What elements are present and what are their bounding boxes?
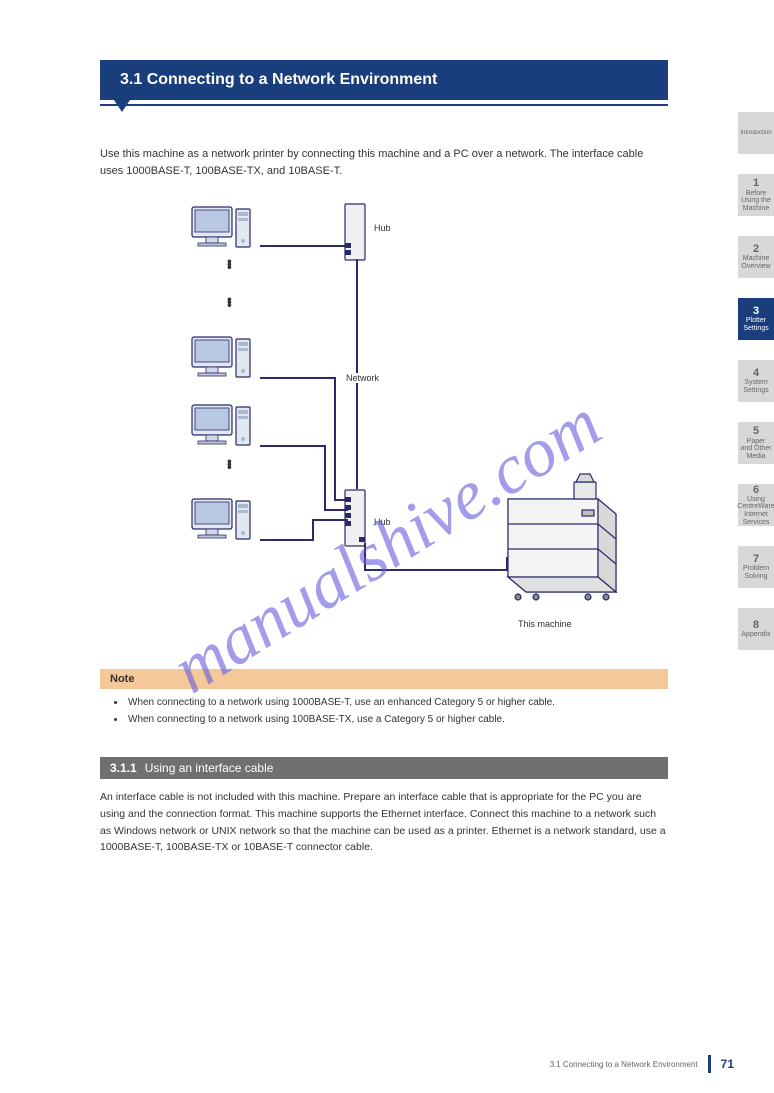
note-item: When connecting to a network using 1000B… (114, 695, 668, 710)
tab-chapter-1[interactable]: 1Before Using the Machine (738, 174, 774, 216)
intro-text: Use this machine as a network printer by… (100, 146, 668, 179)
tab-chapter-8[interactable]: 8Appendix (738, 608, 774, 650)
ellipsis-dots: ••• (222, 297, 238, 306)
title-underline (100, 104, 668, 106)
page-number: 71 (721, 1057, 734, 1071)
section-title: Using an interface cable (145, 761, 274, 775)
tab-introduction[interactable]: Introduction (738, 112, 774, 154)
diagram-line (324, 509, 348, 511)
section-bar: 3.1.1 Using an interface cable (100, 757, 668, 779)
diagram-line (334, 377, 336, 499)
tab-chapter-2[interactable]: 2Machine Overview (738, 236, 774, 278)
diagram-line (364, 543, 366, 569)
ellipsis-dots: ••• (222, 459, 238, 468)
side-tabs: Introduction 1Before Using the Machine 2… (738, 112, 774, 670)
network-label: Network (344, 373, 381, 383)
section-id: 3.1.1 (110, 761, 137, 775)
tab-chapter-6[interactable]: 6Using CentreWare Internet Services (738, 484, 774, 526)
hub-icon (344, 203, 366, 266)
diagram-line (312, 519, 314, 539)
diagram-line (312, 519, 348, 521)
hub-label: Hub (374, 223, 391, 233)
pc-icon (190, 335, 260, 387)
diagram-line (260, 445, 326, 447)
printer-label: This machine (518, 619, 572, 629)
section-body: An interface cable is not included with … (100, 789, 668, 856)
hub-label: Hub (374, 517, 391, 527)
note-list: When connecting to a network using 1000B… (114, 695, 668, 727)
pc-icon (190, 497, 260, 549)
tab-chapter-7[interactable]: 7Problem Solving (738, 546, 774, 588)
diagram-line (334, 499, 348, 501)
note-bar: Note (100, 669, 668, 689)
note-item: When connecting to a network using 100BA… (114, 712, 668, 727)
pc-icon (190, 403, 260, 455)
diagram-line (364, 569, 508, 571)
tab-chapter-5[interactable]: 5Paper and Other Media (738, 422, 774, 464)
pc-icon (190, 205, 260, 257)
page-title: 3.1 Connecting to a Network Environment (120, 71, 437, 89)
ellipsis-dots: ••• (222, 259, 238, 268)
page-footer: 3.1 Connecting to a Network Environment … (550, 1055, 734, 1073)
footer-text: 3.1 Connecting to a Network Environment (550, 1060, 698, 1069)
note-label: Note (110, 673, 134, 685)
tab-chapter-4[interactable]: 4System Settings (738, 360, 774, 402)
diagram-line (260, 245, 348, 247)
diagram-line (324, 445, 326, 511)
tab-chapter-3[interactable]: 3Plotter Settings (738, 298, 774, 340)
printer-icon (498, 464, 628, 619)
network-diagram: Hub Hub ••• ••• ••• Network (100, 199, 668, 659)
title-bar: 3.1 Connecting to a Network Environment (100, 60, 668, 100)
diagram-line (260, 539, 314, 541)
diagram-line (260, 377, 336, 379)
footer-bar (708, 1055, 711, 1073)
